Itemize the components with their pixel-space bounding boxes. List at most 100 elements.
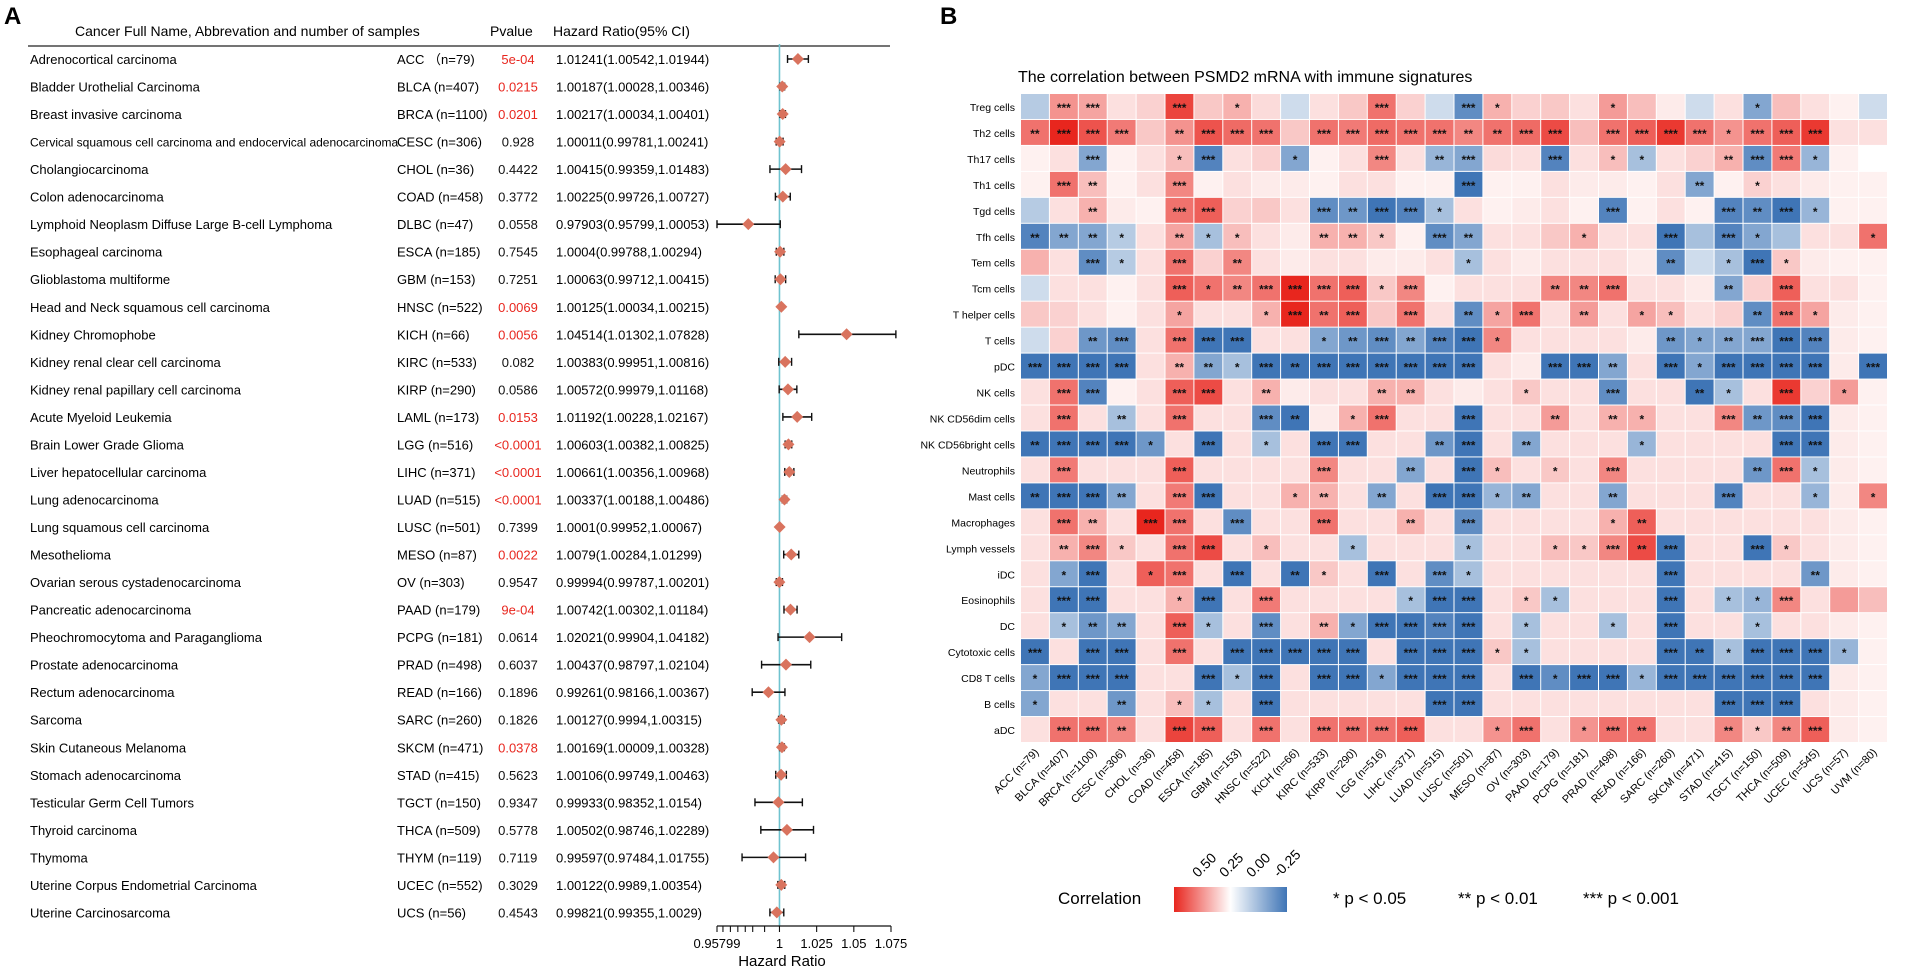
heatmap-cell (1454, 249, 1483, 275)
heatmap-cell (1136, 327, 1165, 353)
heatmap-cell (1599, 327, 1627, 353)
heatmap-cell (1049, 431, 1078, 457)
heatmap-significance-mark: ** (1464, 127, 1474, 141)
heatmap-cell (1512, 145, 1541, 171)
heatmap-significance-mark: * (1264, 438, 1269, 452)
heatmap-row-label: Mast cells (968, 491, 1015, 503)
heatmap-cell (1801, 94, 1830, 119)
heatmap-cell (1078, 561, 1107, 587)
forest-row-hr: 1.00225(0.99726,1.00727) (556, 190, 709, 205)
heatmap-cell (1338, 639, 1367, 665)
forest-row-abbr: MESO (n=87) (397, 548, 477, 563)
heatmap-cell (1338, 405, 1367, 431)
forest-row-name: Acute Myeloid Leukemia (30, 410, 172, 425)
heatmap-significance-mark: *** (1779, 698, 1793, 712)
heatmap-significance-mark: ** (1522, 490, 1532, 504)
heatmap-cell (1396, 197, 1425, 223)
heatmap-cell (1830, 301, 1859, 327)
heatmap-cell (1570, 119, 1598, 145)
forest-hr-marker (803, 631, 816, 644)
heatmap-significance-mark: *** (1230, 516, 1244, 530)
heatmap-cell (1281, 119, 1309, 145)
heatmap-cell (1541, 457, 1570, 483)
heatmap-significance-mark: * (1553, 672, 1558, 686)
heatmap-cell (1281, 275, 1309, 301)
heatmap-cell (1136, 457, 1165, 483)
heatmap-cell (1425, 145, 1454, 171)
heatmap-cell (1599, 717, 1627, 742)
heatmap-cell (1396, 145, 1425, 171)
heatmap-significance-mark: *** (1172, 101, 1186, 115)
heatmap-cell (1483, 249, 1512, 275)
heatmap-significance-mark: * (1437, 205, 1442, 219)
heatmap-cell (1830, 405, 1859, 431)
forest-row-abbr: LUSC (n=501) (397, 520, 480, 535)
heatmap-significance-mark: *** (1115, 361, 1129, 375)
heatmap-significance-mark: ** (1811, 568, 1821, 582)
heatmap-significance-mark: * (1177, 153, 1182, 167)
heatmap-cell (1049, 405, 1078, 431)
forest-row-name: Head and Neck squamous cell carcinoma (30, 300, 271, 315)
heatmap-cell (1338, 119, 1367, 145)
heatmap-cell (1830, 457, 1859, 483)
heatmap-significance-mark: *** (1086, 387, 1100, 401)
heatmap-cell (1396, 483, 1425, 509)
heatmap-cell (1252, 197, 1281, 223)
heatmap-cell (1223, 483, 1252, 509)
heatmap-cell (1714, 613, 1743, 639)
heatmap-cell (1396, 353, 1425, 379)
heatmap-cell (1049, 145, 1078, 171)
forest-row-name: Glioblastoma multiforme (30, 272, 170, 287)
heatmap-cell (1194, 639, 1223, 665)
heatmap-significance-mark: *** (1461, 101, 1475, 115)
heatmap-cell (1252, 145, 1281, 171)
heatmap-cell (1454, 275, 1483, 301)
heatmap-significance-mark: *** (1461, 646, 1475, 660)
heatmap-cell (1310, 509, 1338, 535)
heatmap-cell (1512, 301, 1541, 327)
heatmap-significance-mark: ** (1233, 257, 1243, 271)
heatmap-cell (1223, 249, 1252, 275)
heatmap-cell (1281, 249, 1309, 275)
heatmap-significance-mark: *** (1404, 672, 1418, 686)
heatmap-significance-mark: *** (1548, 127, 1562, 141)
heatmap-row-label: Eosinophils (961, 595, 1015, 607)
heatmap-cell (1223, 509, 1252, 535)
heatmap-row-label: Neutrophils (962, 465, 1015, 477)
heatmap-cell (1136, 223, 1165, 249)
forest-x-axis-title: Hazard Ratio (738, 953, 826, 968)
heatmap-significance-mark: *** (1404, 724, 1418, 738)
heatmap-significance-mark: *** (1057, 464, 1071, 478)
heatmap-significance-mark: ** (1204, 361, 1214, 375)
heatmap-cell (1656, 691, 1685, 717)
forest-hr-marker (762, 686, 775, 699)
heatmap-cell (1743, 301, 1772, 327)
heatmap-cell (1772, 171, 1801, 197)
heatmap-significance-mark: * (1813, 205, 1818, 219)
forest-row-hr: 1.00437(0.98797,1.02104) (556, 658, 709, 673)
heatmap-significance-mark: ** (1608, 490, 1618, 504)
heatmap-cell (1801, 301, 1830, 327)
heatmap-significance-mark: * (1379, 283, 1384, 297)
heatmap-significance-mark: * (1264, 309, 1269, 323)
heatmap-cell (1714, 431, 1743, 457)
heatmap-cell (1021, 483, 1049, 509)
heatmap-cell (1396, 431, 1425, 457)
heatmap-significance-mark: ** (1493, 127, 1503, 141)
heatmap-significance-mark: * (1640, 309, 1645, 323)
heatmap-cell (1570, 171, 1598, 197)
heatmap-cell (1859, 197, 1887, 223)
heatmap-significance-mark: *** (1519, 309, 1533, 323)
forest-row-name: Colon adenocarcinoma (30, 190, 164, 205)
heatmap-significance-mark: ** (1464, 309, 1474, 323)
heatmap-cell (1078, 691, 1107, 717)
heatmap-cell (1570, 639, 1598, 665)
heatmap-significance-mark: ** (1088, 620, 1098, 634)
heatmap-significance-mark: *** (1664, 127, 1678, 141)
heatmap-cell (1859, 457, 1887, 483)
heatmap-cell (1714, 535, 1743, 561)
heatmap-significance-mark: ** (1550, 283, 1560, 297)
heatmap-significance-mark: ** (1753, 413, 1763, 427)
heatmap-cell (1425, 535, 1454, 561)
heatmap-cell (1454, 431, 1483, 457)
